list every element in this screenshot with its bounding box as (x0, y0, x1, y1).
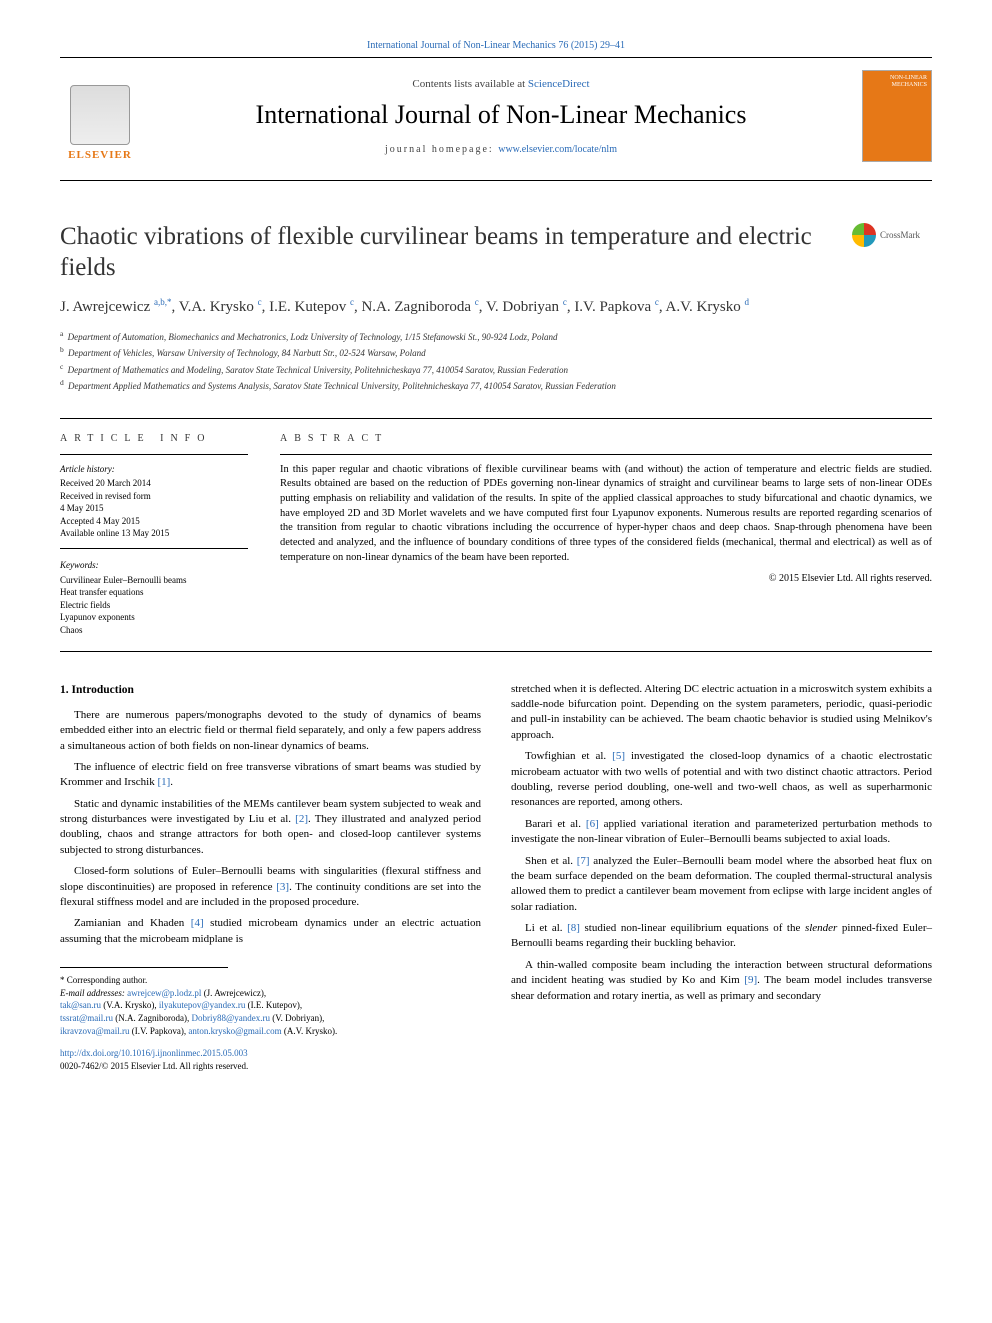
footnotes: * Corresponding author. E-mail addresses… (60, 974, 481, 1037)
abstract-copyright: © 2015 Elsevier Ltd. All rights reserved… (280, 573, 932, 584)
info-rule-2 (60, 548, 248, 549)
footnote-rule (60, 967, 228, 968)
abstract: ABSTRACT In this paper regular and chaot… (260, 419, 932, 651)
homepage-prefix: journal homepage: (385, 144, 498, 155)
crossmark-label: CrossMark (880, 230, 920, 240)
doi-block: http://dx.doi.org/10.1016/j.ijnonlinmec.… (60, 1047, 481, 1072)
citation-ref[interactable]: [3] (276, 881, 289, 893)
email-link[interactable]: ikravzova@mail.ru (60, 1026, 130, 1036)
body-paragraph: Barari et al. [6] applied variational it… (511, 817, 932, 848)
body-paragraph: Static and dynamic instabilities of the … (60, 797, 481, 859)
info-rule (60, 454, 248, 455)
elsevier-wordmark: ELSEVIER (68, 149, 132, 161)
email-link[interactable]: Dobriy88@yandex.ru (192, 1013, 271, 1023)
issn-copyright: 0020-7462/© 2015 Elsevier Ltd. All right… (60, 1061, 248, 1071)
email-owner: (N.A. Zagniboroda), (113, 1013, 191, 1023)
affiliation-line: a Department of Automation, Biomechanics… (60, 328, 932, 345)
email-link[interactable]: awrejcew@p.lodz.pl (127, 988, 201, 998)
citation-ref[interactable]: [9] (744, 974, 757, 986)
sciencedirect-link[interactable]: ScienceDirect (528, 78, 590, 90)
article-history: Received 20 March 2014Received in revise… (60, 477, 248, 540)
citation-ref[interactable]: [4] (191, 917, 204, 929)
abstract-body: In this paper regular and chaotic vibrat… (280, 463, 932, 566)
email-owner: (J. Awrejcewicz), (201, 988, 266, 998)
affiliations: a Department of Automation, Biomechanics… (60, 328, 932, 394)
email-owner: (I.E. Kutepov), (245, 1000, 302, 1010)
body-paragraph: There are numerous papers/monographs dev… (60, 708, 481, 754)
citation-ref[interactable]: [8] (567, 922, 580, 934)
abstract-heading: ABSTRACT (280, 433, 932, 444)
running-head-link[interactable]: International Journal of Non-Linear Mech… (367, 40, 625, 51)
journal-cover-thumb: NON-LINEAR MECHANICS (862, 70, 932, 162)
affiliation-line: d Department Applied Mathematics and Sys… (60, 377, 932, 394)
keywords-list: Curvilinear Euler–Bernoulli beamsHeat tr… (60, 574, 248, 637)
elsevier-tree-icon (70, 85, 130, 145)
article-title: Chaotic vibrations of flexible curviline… (60, 221, 832, 284)
body-paragraph: Closed-form solutions of Euler–Bernoulli… (60, 864, 481, 910)
author-list: J. Awrejcewicz a,b,*, V.A. Krysko c, I.E… (60, 296, 932, 318)
body-paragraph: The influence of electric field on free … (60, 760, 481, 791)
rule-top (60, 57, 932, 58)
body-paragraph: Towfighian et al. [5] investigated the c… (511, 749, 932, 811)
cover-label: NON-LINEAR MECHANICS (867, 75, 927, 88)
emails-label: E-mail addresses: (60, 988, 127, 998)
keywords-head: Keywords: (60, 559, 248, 572)
article-info-heading: ARTICLE INFO (60, 433, 248, 444)
elsevier-logo: ELSEVIER (60, 71, 140, 161)
contents-prefix: Contents lists available at (412, 78, 527, 90)
body-paragraph: Zamianian and Khaden [4] studied microbe… (60, 916, 481, 947)
email-owner: (V.A. Krysko), (101, 1000, 159, 1010)
citation-ref[interactable]: [1] (157, 776, 170, 788)
body-paragraph: stretched when it is deflected. Altering… (511, 682, 932, 744)
crossmark-icon (852, 223, 876, 247)
section-heading-intro: 1. Introduction (60, 682, 481, 698)
running-head: International Journal of Non-Linear Mech… (60, 40, 932, 51)
email-link[interactable]: anton.krysko@gmail.com (188, 1026, 281, 1036)
email-link[interactable]: tak@san.ru (60, 1000, 101, 1010)
journal-header: ELSEVIER Contents lists available at Sci… (60, 62, 932, 181)
email-addresses: E-mail addresses: awrejcew@p.lodz.pl (J.… (60, 987, 481, 1037)
email-link[interactable]: tssrat@mail.ru (60, 1013, 113, 1023)
body-paragraph: Shen et al. [7] analyzed the Euler–Berno… (511, 854, 932, 916)
email-link[interactable]: ilyakutepov@yandex.ru (159, 1000, 246, 1010)
history-head: Article history: (60, 463, 248, 476)
email-owner: (V. Dobriyan), (270, 1013, 324, 1023)
homepage-link[interactable]: www.elsevier.com/locate/nlm (498, 144, 617, 155)
article-info: ARTICLE INFO Article history: Received 2… (60, 419, 260, 651)
crossmark-badge[interactable]: CrossMark (852, 223, 932, 247)
affiliation-line: c Department of Mathematics and Modeling… (60, 361, 932, 378)
abstract-rule (280, 454, 932, 455)
citation-ref[interactable]: [5] (612, 750, 625, 762)
citation-ref[interactable]: [2] (295, 813, 308, 825)
doi-link[interactable]: http://dx.doi.org/10.1016/j.ijnonlinmec.… (60, 1048, 248, 1058)
email-owner: (A.V. Krysko). (282, 1026, 338, 1036)
citation-ref[interactable]: [6] (586, 818, 599, 830)
journal-title: International Journal of Non-Linear Mech… (140, 100, 862, 130)
affiliation-line: b Department of Vehicles, Warsaw Univers… (60, 344, 932, 361)
journal-homepage: journal homepage: www.elsevier.com/locat… (140, 144, 862, 155)
citation-ref[interactable]: [7] (577, 855, 590, 867)
corresponding-author: * Corresponding author. (60, 974, 481, 987)
body-column-right: stretched when it is deflected. Altering… (511, 682, 932, 1073)
email-owner: (I.V. Papkova), (130, 1026, 189, 1036)
body-column-left: 1. Introduction There are numerous paper… (60, 682, 481, 1073)
contents-available: Contents lists available at ScienceDirec… (140, 78, 862, 90)
body-paragraph: A thin-walled composite beam including t… (511, 958, 932, 1004)
body-paragraph: Li et al. [8] studied non-linear equilib… (511, 921, 932, 952)
